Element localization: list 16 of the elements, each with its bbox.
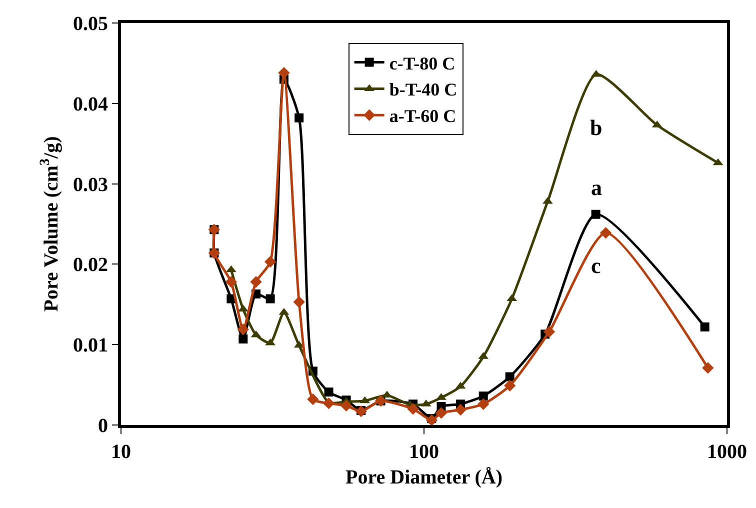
legend-label: a-T-60 C xyxy=(389,106,456,126)
annotation: b xyxy=(590,115,602,140)
y-tick-label: 0.05 xyxy=(73,13,108,35)
x-axis-title: Pore Diameter (Å) xyxy=(346,466,502,488)
y-tick-label: 0.03 xyxy=(73,174,108,196)
y-tick-label: 0.04 xyxy=(73,93,108,116)
annotation: a xyxy=(591,175,602,200)
legend-label: c-T-80 C xyxy=(389,53,456,74)
x-tick-label: 100 xyxy=(409,441,439,463)
y-tick-label: 0.01 xyxy=(73,334,108,357)
y-tick-label: 0 xyxy=(98,415,108,437)
x-tick-label: 1000 xyxy=(707,441,747,463)
annotation: c xyxy=(591,253,601,278)
legend-label: b-T-40 C xyxy=(389,80,458,100)
x-tick-label: 10 xyxy=(111,441,131,463)
y-tick-label: 0.02 xyxy=(73,254,108,276)
